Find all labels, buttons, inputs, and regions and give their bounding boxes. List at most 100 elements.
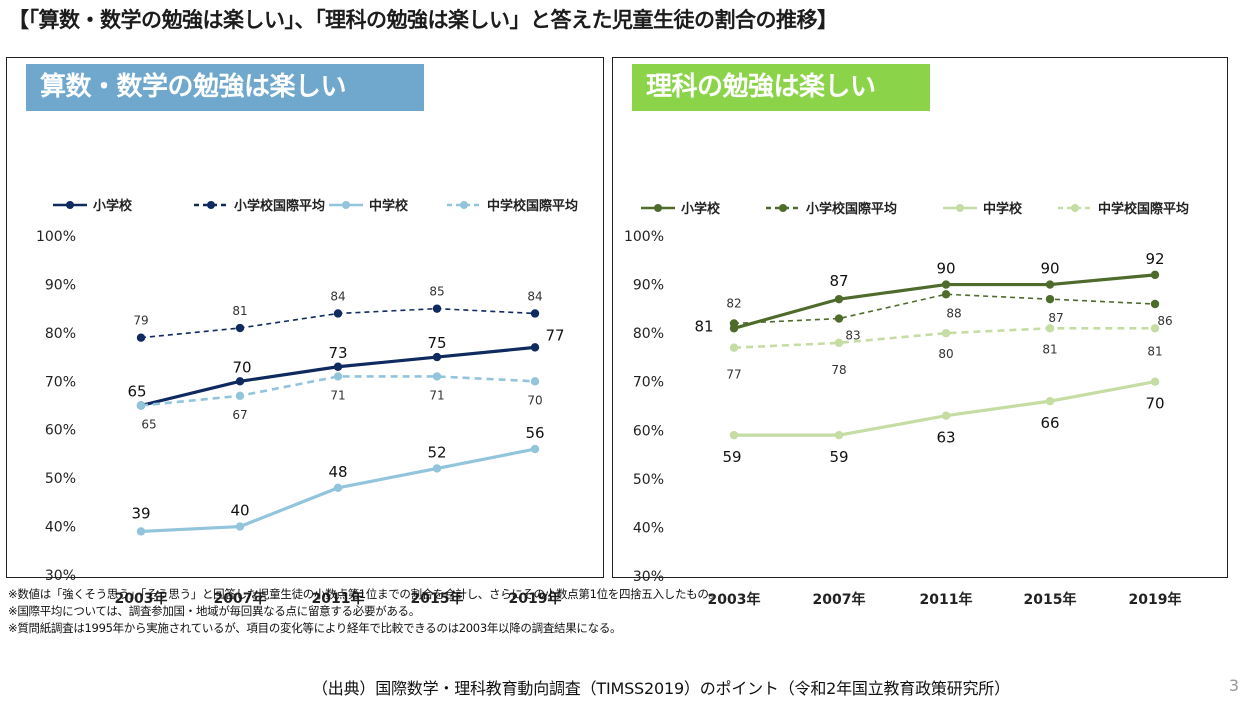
data-label: 59 [722, 448, 741, 466]
data-label: 71 [429, 388, 444, 402]
x-tick-label: 2015年 [1024, 591, 1077, 608]
y-tick-label: 90% [633, 278, 664, 294]
math-chart-panel: 算数・数学の勉強は楽しい 30% 40% 50% 60% 70% 80% 90% 100% 20… [6, 57, 604, 607]
data-label: 48 [328, 463, 347, 481]
data-point [1045, 324, 1055, 333]
data-point [530, 377, 540, 386]
x-tick-label: 2007年 [214, 590, 267, 607]
data-point [432, 464, 442, 473]
data-label: 77 [545, 326, 564, 344]
footnotes: ※数値は「強くそう思う」「そう思う」と回答した児童生徒の小数点第1位までの割合を… [8, 586, 720, 637]
science-line-chart: 30% 40% 50% 60% 70% 80% 90% 100% 2003年 2007年 2011年… [624, 201, 1189, 608]
data-point [729, 319, 739, 328]
data-point [1045, 280, 1055, 289]
data-point [834, 294, 844, 304]
data-label: 66 [1040, 414, 1059, 432]
legend-label: 中学校国際平均 [1098, 201, 1189, 217]
data-label: 87 [1048, 311, 1063, 325]
data-label: 70 [1145, 395, 1164, 413]
data-label: 90 [936, 260, 955, 278]
series-line [733, 293, 1156, 325]
data-point [1150, 324, 1160, 333]
data-point [136, 401, 146, 410]
data-label: 75 [427, 334, 446, 352]
data-point [941, 290, 951, 299]
data-point [1150, 299, 1160, 309]
legend-label: 小学校 [93, 198, 133, 214]
legend-label: 中学校 [369, 198, 409, 214]
y-tick-label: 80% [45, 326, 76, 342]
science-chart-title: 理科の勉強は楽しい [632, 64, 930, 111]
data-label: 84 [527, 289, 542, 303]
y-tick-label: 40% [45, 520, 76, 536]
y-tick-label: 60% [633, 423, 664, 439]
data-point [941, 280, 951, 289]
legend-marker [654, 204, 662, 212]
data-point [235, 323, 245, 333]
data-label: 71 [330, 388, 345, 402]
series-line [733, 326, 1155, 350]
data-point [235, 391, 245, 401]
x-tick-label: 2019年 [1129, 591, 1182, 608]
data-point [1150, 270, 1160, 280]
data-label: 78 [831, 363, 846, 377]
data-label: 92 [1145, 250, 1164, 268]
legend-marker [779, 204, 787, 212]
legend-marker [66, 201, 74, 209]
x-tick-label: 2003年 [708, 591, 761, 608]
legend-label: 小学校国際平均 [234, 198, 325, 214]
data-point [941, 411, 951, 420]
data-point [333, 372, 343, 381]
data-point [834, 314, 844, 323]
data-point [834, 338, 844, 348]
legend-marker [207, 201, 215, 209]
data-point [729, 430, 739, 440]
footnote: ※質問紙調査は1995年から実施されているが、項目の変化等により経年で比較できる… [8, 621, 622, 635]
data-label: 70 [527, 393, 542, 407]
footnote: ※国際平均については、調査参加国・地域が毎回異なる点に留意する必要がある。 [8, 604, 420, 618]
y-tick-label: 50% [45, 471, 76, 487]
series-line [140, 375, 536, 407]
data-label: 81 [1147, 344, 1162, 358]
data-point [333, 483, 343, 493]
legend-marker [1071, 204, 1079, 212]
y-tick-label: 40% [633, 520, 664, 536]
math-line-chart: 30% 40% 50% 60% 70% 80% 90% 100% 2003年 2007年 2011年… [36, 198, 578, 607]
y-tick-label: 70% [633, 375, 664, 391]
data-label: 65 [127, 383, 146, 401]
data-label: 56 [525, 424, 544, 442]
data-label: 39 [131, 504, 150, 522]
source-citation: （出典）国際数学・理科教育動向調査（TIMSS2019）のポイント（令和2年国立… [312, 679, 1010, 698]
page-number: 3 [1228, 676, 1239, 695]
legend-marker [460, 201, 468, 209]
footnote: ※数値は「強くそう思う」「そう思う」と回答した児童生徒の小数点第1位までの割合を… [8, 587, 720, 601]
x-tick-label: 2003年 [115, 590, 168, 607]
y-tick-label: 70% [45, 374, 76, 390]
data-label: 63 [936, 429, 955, 447]
data-point [834, 430, 844, 440]
x-tick-label: 2011年 [312, 590, 365, 607]
data-label: 88 [946, 306, 961, 320]
data-point [432, 352, 442, 362]
data-label: 59 [829, 448, 848, 466]
data-point [1150, 377, 1160, 386]
data-point [530, 343, 540, 352]
y-tick-label: 60% [45, 423, 76, 439]
x-tick-label: 2011年 [920, 591, 973, 608]
legend-label: 小学校 [681, 201, 721, 217]
legend-marker [956, 204, 964, 212]
data-label: 79 [133, 314, 148, 328]
data-label: 84 [330, 289, 345, 303]
data-label: 70 [232, 358, 251, 376]
x-tick-label: 2015年 [411, 590, 464, 607]
data-label: 73 [328, 344, 347, 362]
data-point [530, 444, 540, 454]
y-tick-label: 90% [45, 277, 76, 293]
data-label: 81 [694, 317, 713, 335]
data-label: 85 [429, 285, 444, 299]
x-tick-label: 2007年 [813, 591, 866, 608]
data-point [432, 304, 442, 313]
data-label: 52 [427, 443, 446, 461]
y-tick-label: 50% [633, 472, 664, 488]
series-line [734, 380, 1156, 437]
